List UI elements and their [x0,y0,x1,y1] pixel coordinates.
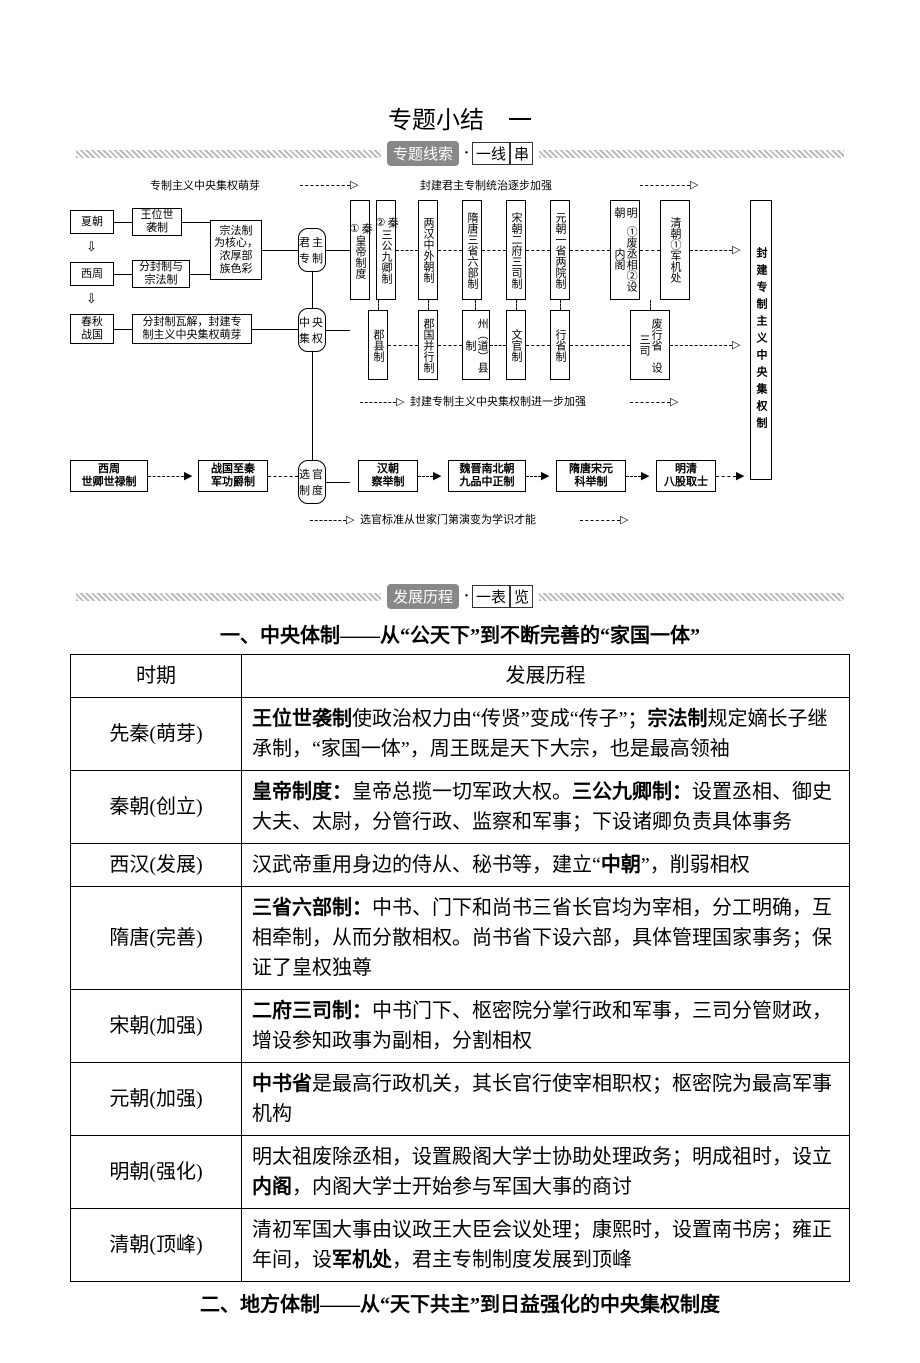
banner2-pill: 发展历程 [387,584,459,609]
cell-period: 先秦(萌芽) [71,698,242,771]
line [114,329,132,330]
node-qing: 清朝 ①军机处 [660,200,690,300]
node-xg-sui: 隋唐宋元 科举制 [556,460,626,492]
node-xia-desc: 王位世 袭制 [132,208,182,236]
node-local-han: 郡国并行制 [418,310,438,380]
node-zongfa: 宗法制 为核心， 浓厚部 族色彩 [210,220,262,280]
node-suitang: 隋唐 三省六部制 [462,200,482,300]
node-xg-zhan: 战国至秦 军功爵制 [198,460,268,492]
node-xg-ming: 明清 八股取士 [656,460,716,492]
node-qin1: 秦 ① 皇帝制度 [350,200,370,300]
banner1-pill: 专题线索 [387,141,459,166]
diag-cap-left: 专制主义中央集权萌芽 [150,180,260,192]
hatch-left [76,150,381,158]
arrow: ▷ [690,180,698,191]
banner1-box1: 一线 [472,142,510,165]
cell-period: 隋唐(完善) [71,887,242,990]
diag-cap-right: 封建君主专制统治逐步加强 [420,180,552,192]
table-row: 隋唐(完善)三省六部制：中书、门下和尚书三省长官均为宰相，分工明确，互相牵制，从… [71,887,850,990]
table-header-row: 时期 发展历程 [71,655,850,698]
cell-desc: 中书省是最高行政机关，其长官行使宰相职权；枢密院为最高军事机构 [242,1063,850,1136]
line [326,250,350,251]
table-row: 先秦(萌芽)王位世袭制使政治权力由“传贤”变成“传子”；宗法制规定嫡长子继承制，… [71,698,850,771]
line [252,329,298,330]
cell-period: 明朝(强化) [71,1136,242,1209]
cell-desc: 汉武帝重用身边的侍从、秘书等，建立“中朝”，削弱相权 [242,844,850,887]
cell-period: 清朝(顶峰) [71,1209,242,1282]
line [114,274,132,275]
banner2-box2: 览 [510,585,533,608]
cell-period: 秦朝(创立) [71,771,242,844]
th-period: 时期 [71,655,242,698]
page-title: 专题小结 一 [70,100,850,135]
th-desc: 发展历程 [242,655,850,698]
dline [640,185,690,186]
cell-period: 宋朝(加强) [71,990,242,1063]
banner1-sep: · [464,145,469,162]
line [190,274,210,275]
node-xuanguan: 选官 制度 [298,460,326,504]
section2-heading: 二、地方体制——从“天下共主”到日益强化的中央集权制度 [70,1288,850,1317]
arrow-down: ⇩ [86,292,97,305]
cell-desc: 王位世袭制使政治权力由“传贤”变成“传子”；宗法制规定嫡长子继承制，“家国一体”… [242,698,850,771]
table-row: 宋朝(加强)二府三司制：中书门下、枢密院分掌行政和军事，三司分管财政，增设参知政… [71,990,850,1063]
cell-desc: 清初军国大事由议政王大臣会议处理；康熙时，设置南书房；雍正年间，设军机处，君主专… [242,1209,850,1282]
node-local-zhou: 州（道）县制 [462,310,490,380]
node-local-qin: 郡县制 [368,310,388,380]
hatch-right [539,150,844,158]
arrow-down: ⇩ [86,240,97,253]
banner2-box1: 一表 [472,585,510,608]
section1-heading: 一、中央体制——从“公天下”到不断完善的“家国一体” [70,619,850,648]
hatch-left [76,593,381,601]
node-lianghan: 两汉 中外朝制 [418,200,438,300]
node-xg-xizhou: 西周 世卿世禄制 [70,460,148,492]
node-song: 宋朝 二府三司制 [506,200,526,300]
diag-bottom-caption: 选官标准从世家门第演变为学识才能 [360,514,536,526]
central-system-table: 时期 发展历程 先秦(萌芽)王位世袭制使政治权力由“传贤”变成“传子”；宗法制规… [70,654,850,1282]
node-junzhu: 君主 专制 [298,228,326,272]
banner1-box2: 串 [510,142,533,165]
arrow: ▷ [350,180,358,191]
table-row: 明朝(强化)明太祖废除丞相，设置殿阁大学士协助处理政务；明成祖时，设立内阁，内阁… [71,1136,850,1209]
node-xg-wei: 魏晋南北朝 九品中正制 [448,460,526,492]
table-row: 西汉(发展)汉武帝重用身边的侍从、秘书等，建立“中朝”，削弱相权 [71,844,850,887]
table-row: 元朝(加强)中书省是最高行政机关，其长官行使宰相职权；枢密院为最高军事机构 [71,1063,850,1136]
node-xia: 夏朝 [70,210,114,234]
line [182,222,210,223]
line [326,330,350,331]
node-xg-han: 汉朝 察举制 [358,460,418,492]
banner-development: 发展历程 · 一表 览 [70,584,850,609]
hatch-right [539,593,844,601]
table-row: 秦朝(创立)皇帝制度：皇帝总揽一切军政大权。三公九卿制：设置丞相、御史大夫、太尉… [71,771,850,844]
node-zhongyang: 中央 集权 [298,308,326,352]
cell-period: 元朝(加强) [71,1063,242,1136]
node-qin2: 秦 ② 三公九卿制 [376,200,396,300]
node-local-wen: 文官制 [506,310,526,380]
line [114,222,132,223]
node-xizhou-desc: 分封制与 宗法制 [132,260,190,288]
cell-desc: 皇帝制度：皇帝总揽一切军政大权。三公九卿制：设置丞相、御史大夫、太尉，分管行政、… [242,771,850,844]
node-yuan: 元朝 一省两院制 [550,200,570,300]
cell-desc: 三省六部制：中书、门下和尚书三省长官均为宰相，分工明确，互相牵制，从而分散相权。… [242,887,850,990]
node-local-xing: 行省制 [550,310,570,380]
line [262,250,298,251]
cell-desc: 明太祖废除丞相，设置殿阁大学士协助处理政务；明成祖时，设立内阁，内阁大学士开始参… [242,1136,850,1209]
line [326,482,350,483]
banner-topic-thread: 专题线索 · 一线 串 [70,141,850,166]
node-right-big: 封建专制主义中央集权制 [750,200,772,480]
diag-mid-caption: 封建专制主义中央集权制进一步加强 [410,396,586,408]
node-local-ming: 废行省 设三司 [630,310,670,380]
line [312,272,313,308]
cell-period: 西汉(发展) [71,844,242,887]
node-ming: 明朝 ①废丞相②设内阁 [610,200,640,300]
banner2-sep: · [464,588,469,605]
cell-desc: 二府三司制：中书门下、枢密院分掌行政和军事，三司分管财政，增设参知政事为副相，分… [242,990,850,1063]
dline [300,185,350,186]
table-row: 清朝(顶峰)清初军国大事由议政王大臣会议处理；康熙时，设置南书房；雍正年间，设军… [71,1209,850,1282]
line [312,352,313,460]
concept-diagram: 专制主义中央集权萌芽 ▷ 封建君主专制统治逐步加强 ▷ 夏朝 王位世 袭制 ⇩ … [70,180,850,560]
node-chunqiu: 春秋 战国 [70,314,114,344]
node-xizhou: 西周 [70,262,114,286]
node-chunqiu-desc: 分封制瓦解，封建专 制主义中央集权萌芽 [132,314,252,344]
